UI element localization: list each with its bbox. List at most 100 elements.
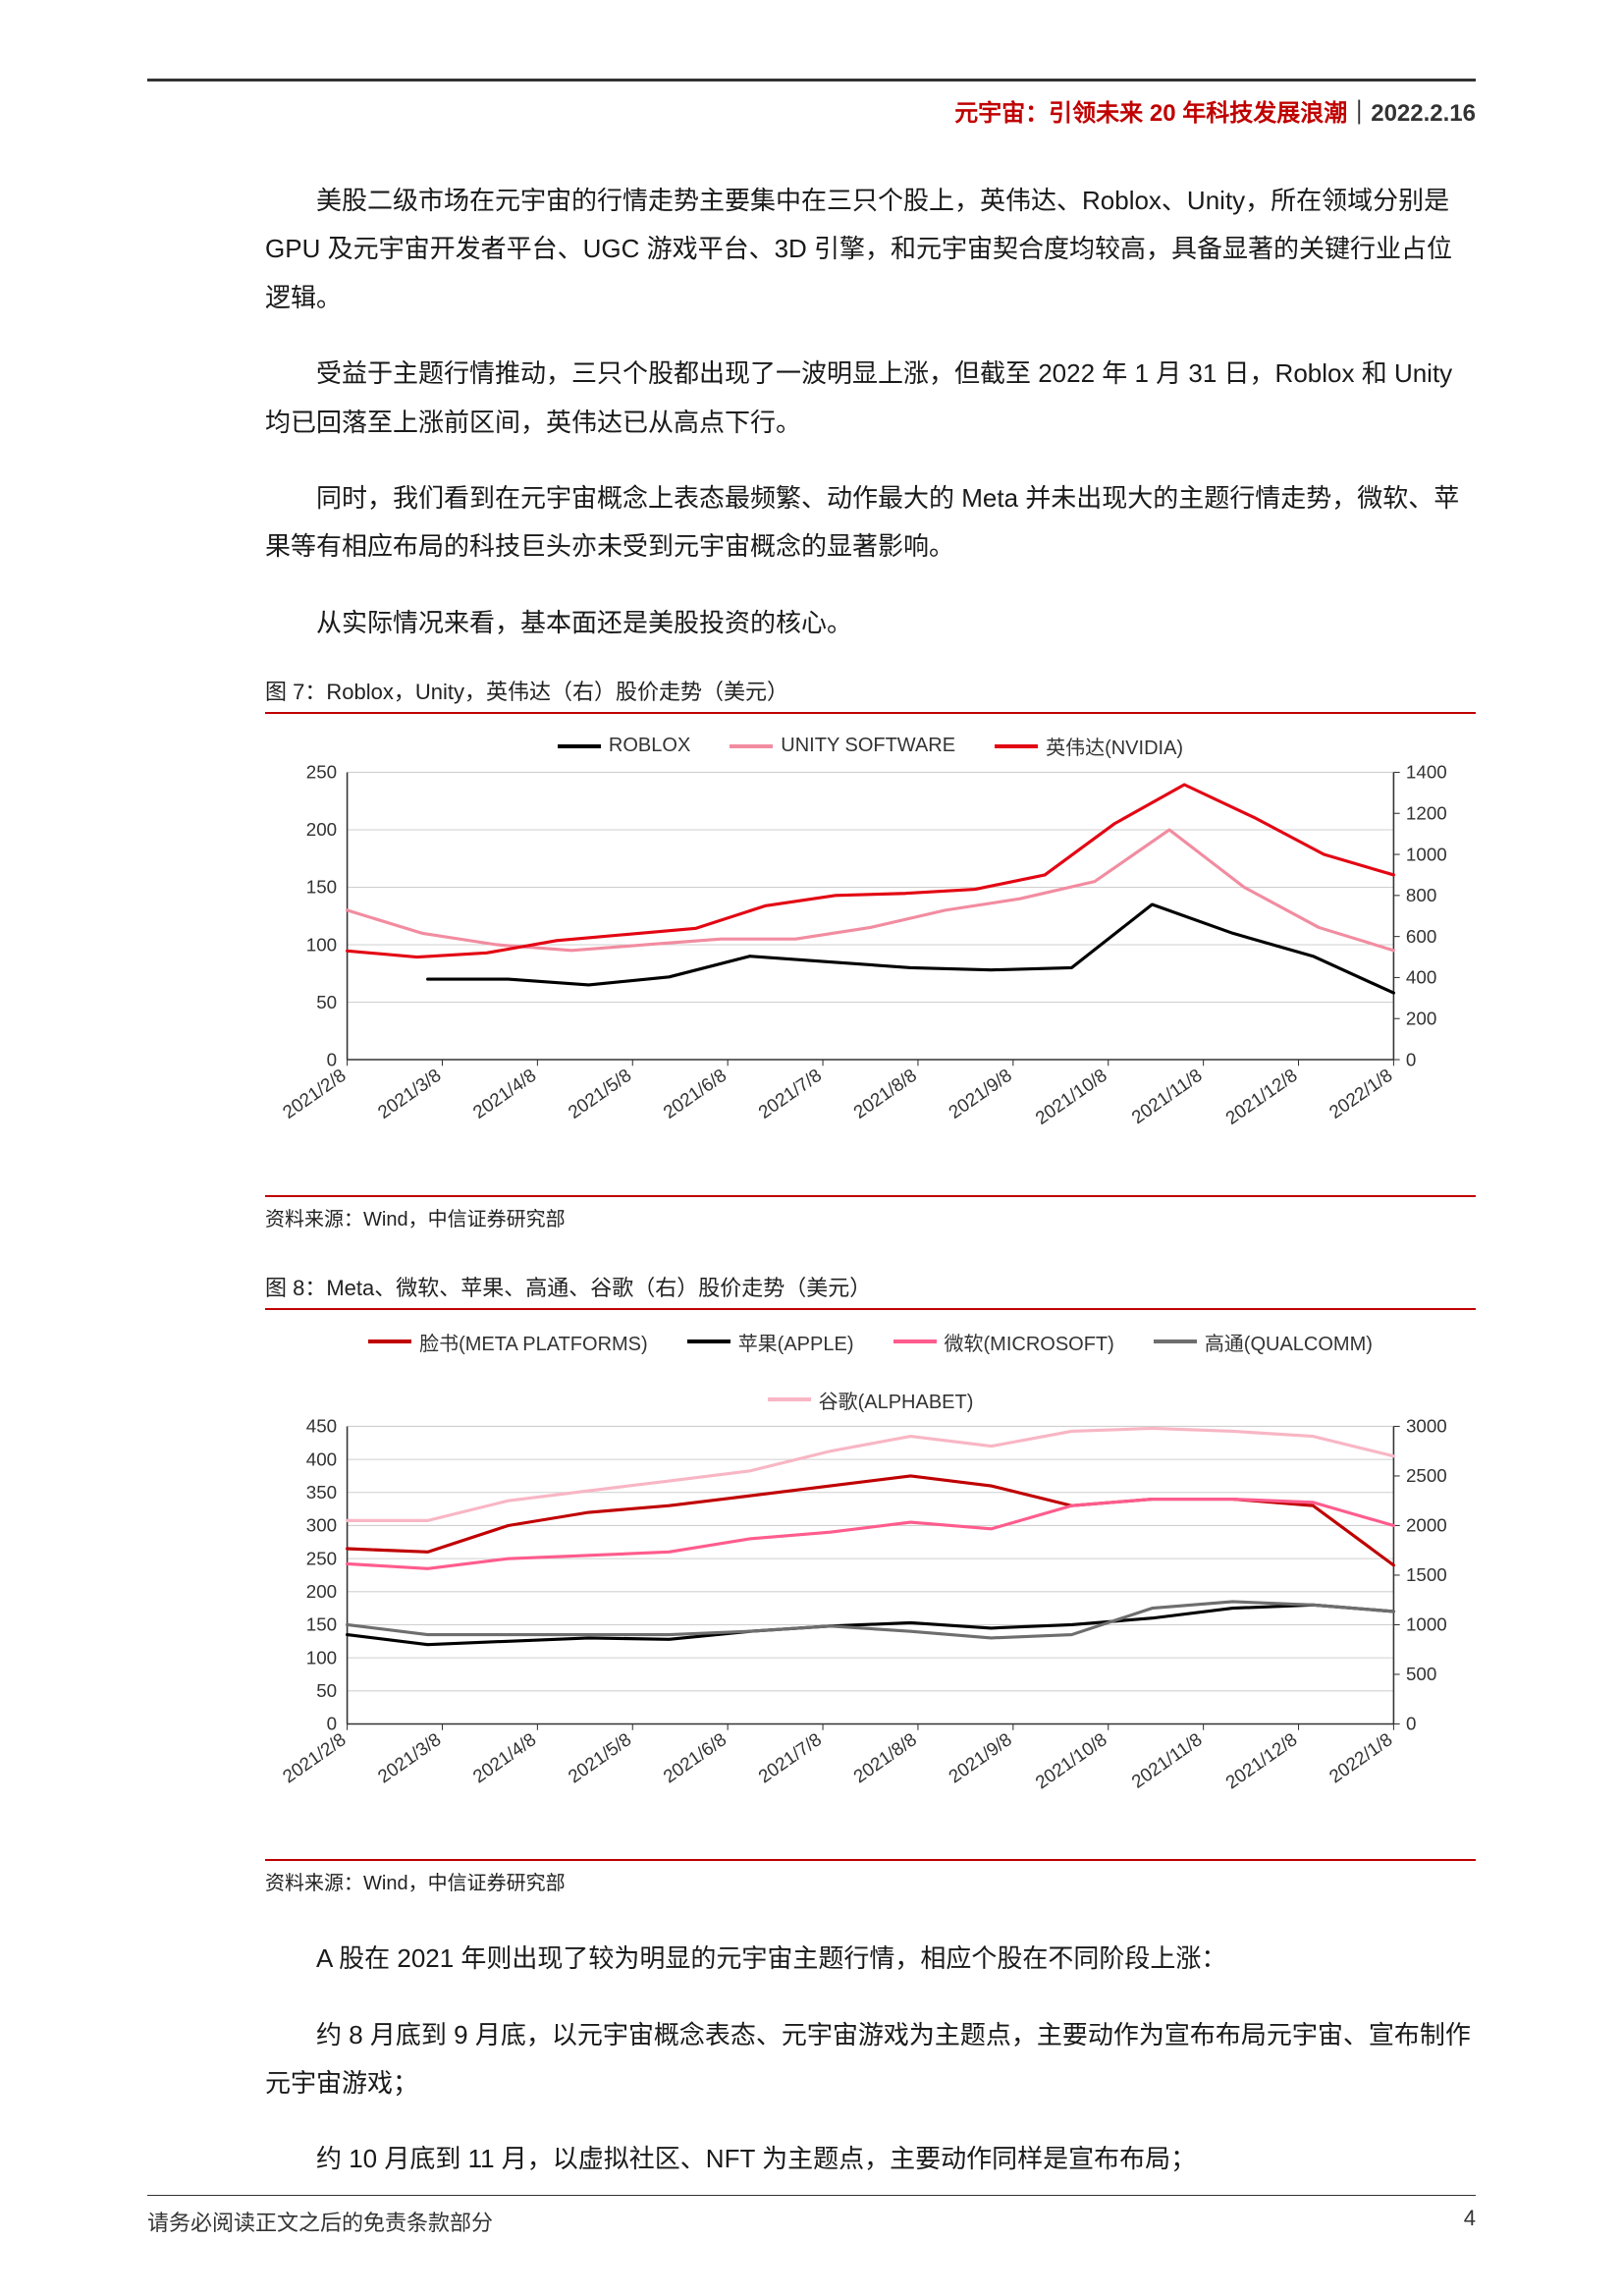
svg-text:350: 350	[306, 1482, 337, 1503]
svg-text:100: 100	[306, 1647, 337, 1667]
svg-text:2021/8/8: 2021/8/8	[849, 1065, 920, 1122]
svg-text:250: 250	[306, 762, 337, 783]
svg-text:2021/4/8: 2021/4/8	[469, 1728, 540, 1786]
svg-text:2021/3/8: 2021/3/8	[374, 1065, 445, 1122]
legend-swatch	[730, 744, 773, 748]
legend-item: 脸书(META PLATFORMS)	[368, 1328, 648, 1356]
legend-item: 高通(QUALCOMM)	[1154, 1328, 1373, 1356]
legend-label: UNITY SOFTWARE	[781, 735, 955, 757]
svg-text:0: 0	[1406, 1714, 1416, 1734]
svg-text:800: 800	[1406, 885, 1436, 905]
svg-text:200: 200	[306, 819, 337, 840]
figure-7-title: 图 7：Roblox，Unity，英伟达（右）股价走势（美元）	[265, 675, 1476, 714]
footer-disclaimer: 请务必阅读正文之后的免责条款部分	[147, 2206, 493, 2237]
legend-label: 英伟达(NVIDIA)	[1046, 732, 1183, 760]
legend-swatch	[687, 1339, 730, 1343]
svg-text:2000: 2000	[1406, 1515, 1447, 1536]
figure-7-legend: ROBLOX UNITY SOFTWARE 英伟达(NVIDIA)	[265, 726, 1476, 762]
paragraph: 约 8 月底到 9 月底，以元宇宙概念表态、元宇宙游戏为主题点，主要动作为宣布布…	[147, 2011, 1476, 2108]
svg-text:2021/2/8: 2021/2/8	[279, 1728, 350, 1786]
svg-text:1400: 1400	[1406, 762, 1447, 783]
figure-8: 图 8：Meta、微软、苹果、高通、谷歌（右）股价走势（美元） 脸书(META …	[265, 1271, 1476, 1895]
svg-text:2021/10/8: 2021/10/8	[1031, 1728, 1110, 1792]
header-title: 元宇宙：引领未来 20 年科技发展浪潮	[954, 100, 1347, 127]
svg-text:1000: 1000	[1406, 844, 1447, 864]
legend-item: UNITY SOFTWARE	[730, 732, 955, 760]
svg-text:200: 200	[306, 1581, 337, 1602]
paragraph: 从实际情况来看，基本面还是美股投资的核心。	[147, 599, 1476, 647]
legend-item: 英伟达(NVIDIA)	[995, 732, 1183, 760]
legend-swatch	[768, 1397, 811, 1401]
svg-text:0: 0	[1406, 1049, 1416, 1069]
svg-text:50: 50	[316, 992, 337, 1012]
svg-text:2021/4/8: 2021/4/8	[469, 1065, 540, 1122]
svg-text:150: 150	[306, 1614, 337, 1635]
svg-text:450: 450	[306, 1416, 337, 1437]
svg-text:2021/9/8: 2021/9/8	[945, 1065, 1015, 1122]
svg-text:2021/11/8: 2021/11/8	[1128, 1728, 1206, 1791]
svg-text:150: 150	[306, 877, 337, 898]
svg-text:2022/1/8: 2022/1/8	[1325, 1065, 1396, 1122]
legend-swatch	[1154, 1339, 1197, 1343]
svg-text:100: 100	[306, 934, 337, 955]
svg-text:300: 300	[306, 1515, 337, 1536]
svg-text:400: 400	[306, 1449, 337, 1469]
svg-text:2021/10/8: 2021/10/8	[1031, 1065, 1110, 1128]
header-date: 2022.2.16	[1371, 100, 1476, 127]
legend-item: 谷歌(ALPHABET)	[768, 1386, 974, 1414]
svg-text:50: 50	[316, 1680, 337, 1701]
svg-text:2021/7/8: 2021/7/8	[754, 1728, 825, 1786]
figure-7-chart: 0501001502002500200400600800100012001400…	[265, 762, 1476, 1193]
legend-swatch	[995, 744, 1038, 748]
svg-text:2021/9/8: 2021/9/8	[945, 1728, 1015, 1786]
svg-text:500: 500	[1406, 1664, 1436, 1684]
paragraph: 美股二级市场在元宇宙的行情走势主要集中在三只个股上，英伟达、Roblox、Uni…	[147, 177, 1476, 322]
legend-item: 苹果(APPLE)	[687, 1328, 854, 1356]
svg-text:2022/1/8: 2022/1/8	[1325, 1728, 1396, 1786]
figure-8-title: 图 8：Meta、微软、苹果、高通、谷歌（右）股价走势（美元）	[265, 1271, 1476, 1310]
svg-text:2021/5/8: 2021/5/8	[565, 1065, 635, 1122]
legend-item: ROBLOX	[558, 732, 690, 760]
legend-label: 微软(MICROSOFT)	[945, 1328, 1114, 1356]
page-footer: 请务必阅读正文之后的免责条款部分 4	[147, 2195, 1476, 2237]
legend-swatch	[368, 1339, 411, 1343]
legend-label: 高通(QUALCOMM)	[1205, 1328, 1373, 1356]
paragraph: 受益于主题行情推动，三只个股都出现了一波明显上涨，但截至 2022 年 1 月 …	[147, 350, 1476, 447]
header-separator: ｜	[1347, 100, 1371, 127]
legend-label: 苹果(APPLE)	[738, 1328, 854, 1356]
footer-page-number: 4	[1464, 2206, 1476, 2237]
svg-text:1000: 1000	[1406, 1614, 1447, 1635]
legend-swatch	[893, 1339, 937, 1343]
svg-text:2021/6/8: 2021/6/8	[659, 1728, 730, 1786]
svg-text:600: 600	[1406, 926, 1436, 947]
figure-8-legend: 脸书(META PLATFORMS) 苹果(APPLE) 微软(MICROSOFT)…	[265, 1322, 1476, 1416]
svg-text:2021/11/8: 2021/11/8	[1128, 1065, 1206, 1127]
paragraph: 约 10 月底到 11 月，以虚拟社区、NFT 为主题点，主要动作同样是宣布布局…	[147, 2135, 1476, 2183]
svg-text:2021/12/8: 2021/12/8	[1221, 1065, 1301, 1128]
svg-text:1500: 1500	[1406, 1564, 1447, 1585]
svg-text:2021/5/8: 2021/5/8	[565, 1728, 635, 1786]
figure-8-source: 资料来源：Wind，中信证券研究部	[265, 1859, 1476, 1895]
svg-text:200: 200	[1406, 1009, 1436, 1029]
figure-7-source: 资料来源：Wind，中信证券研究部	[265, 1195, 1476, 1231]
legend-label: 谷歌(ALPHABET)	[819, 1386, 974, 1414]
legend-label: ROBLOX	[609, 735, 690, 757]
svg-text:2021/8/8: 2021/8/8	[849, 1728, 920, 1786]
figure-8-chart: 0501001502002503003504004500500100015002…	[265, 1416, 1476, 1857]
svg-text:250: 250	[306, 1548, 337, 1568]
svg-text:400: 400	[1406, 967, 1436, 988]
figure-7: 图 7：Roblox，Unity，英伟达（右）股价走势（美元） ROBLOX UN…	[265, 675, 1476, 1231]
svg-text:2021/6/8: 2021/6/8	[659, 1065, 730, 1122]
svg-text:2021/3/8: 2021/3/8	[374, 1728, 445, 1786]
legend-label: 脸书(META PLATFORMS)	[419, 1328, 648, 1356]
paragraph: 同时，我们看到在元宇宙概念上表态最频繁、动作最大的 Meta 并未出现大的主题行…	[147, 474, 1476, 572]
svg-text:2021/12/8: 2021/12/8	[1221, 1728, 1301, 1792]
page-top-rule	[147, 79, 1476, 82]
legend-item: 微软(MICROSOFT)	[893, 1328, 1114, 1356]
svg-text:2500: 2500	[1406, 1465, 1447, 1486]
svg-text:1200: 1200	[1406, 803, 1447, 824]
svg-text:3000: 3000	[1406, 1416, 1447, 1437]
paragraph: A 股在 2021 年则出现了较为明显的元宇宙主题行情，相应个股在不同阶段上涨：	[147, 1935, 1476, 1983]
svg-text:2021/2/8: 2021/2/8	[279, 1065, 350, 1122]
page-header: 元宇宙：引领未来 20 年科技发展浪潮｜2022.2.16	[147, 93, 1476, 128]
